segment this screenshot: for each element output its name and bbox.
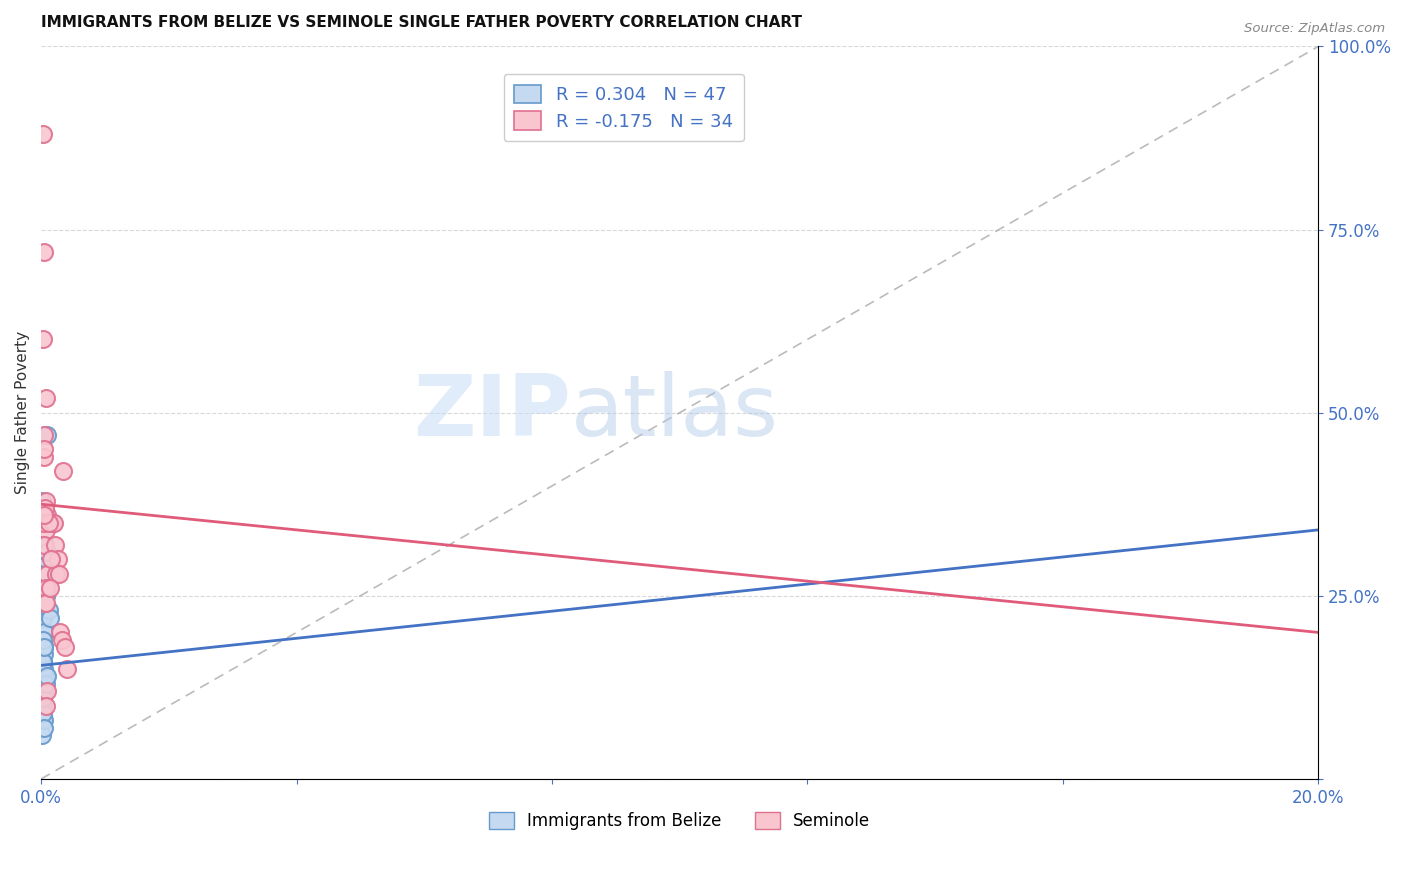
Point <box>34 442 56 457</box>
Point <box>32 655 55 669</box>
Point <box>32 662 55 676</box>
Point <box>32 500 55 515</box>
Point <box>31 714 53 728</box>
Point <box>32 691 55 706</box>
Point <box>32 721 55 735</box>
Point <box>34 450 56 464</box>
Point <box>34 596 56 610</box>
Point <box>53 640 76 654</box>
Point <box>32 427 55 442</box>
Point <box>31 516 53 530</box>
Point <box>32 611 55 625</box>
Point <box>55 662 77 676</box>
Point <box>31 728 53 742</box>
Point <box>34 676 56 690</box>
Point <box>35 698 58 713</box>
Point <box>42 516 65 530</box>
Point <box>49 625 72 640</box>
Point <box>32 684 55 698</box>
Point <box>32 655 55 669</box>
Point <box>34 596 56 610</box>
Point <box>45 566 67 581</box>
Point <box>32 625 55 640</box>
Point <box>39 611 62 625</box>
Point <box>32 655 55 669</box>
Point <box>35 493 58 508</box>
Point <box>32 669 55 683</box>
Point <box>37 508 59 523</box>
Point <box>52 464 75 478</box>
Point <box>34 508 56 523</box>
Point <box>34 625 56 640</box>
Point <box>38 603 60 617</box>
Point <box>35 582 58 596</box>
Point <box>32 611 55 625</box>
Point <box>39 582 62 596</box>
Point <box>35 523 58 537</box>
Point <box>34 244 56 259</box>
Point <box>37 566 59 581</box>
Point <box>48 566 70 581</box>
Point <box>34 582 56 596</box>
Point <box>32 508 55 523</box>
Y-axis label: Single Father Poverty: Single Father Poverty <box>15 331 30 494</box>
Point <box>35 582 58 596</box>
Point <box>37 427 59 442</box>
Point <box>41 552 63 566</box>
Point <box>51 632 73 647</box>
Point <box>32 669 55 683</box>
Point <box>46 552 69 566</box>
Point <box>35 545 58 559</box>
Point <box>32 333 55 347</box>
Point <box>34 589 56 603</box>
Point <box>35 566 58 581</box>
Text: Source: ZipAtlas.com: Source: ZipAtlas.com <box>1244 22 1385 36</box>
Point <box>32 552 55 566</box>
Point <box>34 537 56 551</box>
Point <box>31 493 53 508</box>
Point <box>35 552 58 566</box>
Text: ZIP: ZIP <box>413 371 571 454</box>
Point <box>32 714 55 728</box>
Point <box>32 128 55 142</box>
Point <box>34 566 56 581</box>
Point <box>32 632 55 647</box>
Point <box>34 500 56 515</box>
Point <box>34 596 56 610</box>
Point <box>38 516 60 530</box>
Point <box>32 640 55 654</box>
Point <box>37 684 59 698</box>
Point <box>32 552 55 566</box>
Text: IMMIGRANTS FROM BELIZE VS SEMINOLE SINGLE FATHER POVERTY CORRELATION CHART: IMMIGRANTS FROM BELIZE VS SEMINOLE SINGL… <box>41 15 801 30</box>
Point <box>35 391 58 405</box>
Point <box>34 640 56 654</box>
Point <box>41 516 63 530</box>
Point <box>32 640 55 654</box>
Point <box>34 566 56 581</box>
Point <box>34 537 56 551</box>
Legend: Immigrants from Belize, Seminole: Immigrants from Belize, Seminole <box>482 805 877 837</box>
Point <box>34 648 56 662</box>
Point <box>31 698 53 713</box>
Point <box>32 706 55 720</box>
Point <box>37 669 59 683</box>
Point <box>32 516 55 530</box>
Point <box>34 669 56 683</box>
Point <box>32 698 55 713</box>
Text: atlas: atlas <box>571 371 779 454</box>
Point <box>44 537 66 551</box>
Point <box>32 684 55 698</box>
